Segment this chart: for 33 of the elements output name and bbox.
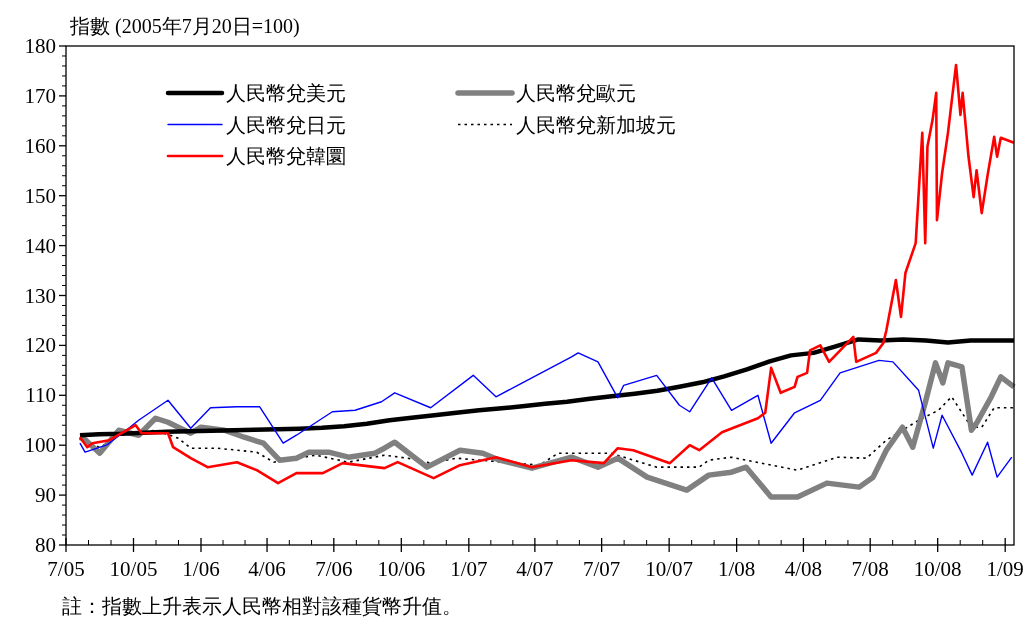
legend-label: 人民幣兌歐元 bbox=[516, 82, 636, 104]
y-tick-label: 130 bbox=[24, 283, 56, 308]
y-tick-label: 90 bbox=[35, 483, 56, 508]
text: 註：指數上升表示人民幣相對該種貨幣升值。 bbox=[62, 595, 462, 617]
x-tick-label: 1/06 bbox=[182, 557, 220, 581]
y-tick-label: 120 bbox=[24, 333, 56, 358]
x-tick-label: 1/09 bbox=[986, 557, 1024, 581]
y-tick-label: 80 bbox=[35, 533, 56, 557]
x-tick-label: 1/07 bbox=[450, 557, 488, 581]
x-tick-label: 10/07 bbox=[645, 557, 694, 581]
y-tick-label: 150 bbox=[24, 183, 56, 208]
x-tick-label: 7/05 bbox=[47, 557, 85, 581]
x-tick-label: 1/08 bbox=[717, 557, 756, 581]
x-tick-label: 10/05 bbox=[109, 557, 158, 581]
y-tick-label: 100 bbox=[24, 433, 56, 458]
x-tick-label: 4/07 bbox=[516, 557, 554, 581]
y-tick-label: 140 bbox=[24, 233, 56, 258]
legend-label: 人民幣兌新加坡元 bbox=[516, 113, 676, 136]
x-tick-label: 4/06 bbox=[248, 557, 286, 581]
y-tick-label: 170 bbox=[24, 83, 56, 108]
y-tick-label: 160 bbox=[24, 133, 56, 158]
legend-label: 人民幣兌韓圜 bbox=[226, 145, 346, 167]
x-tick-label: 10/06 bbox=[377, 557, 426, 581]
legend-label: 人民幣兌美元 bbox=[226, 82, 346, 104]
y-tick-label: 110 bbox=[25, 383, 56, 408]
x-tick-label: 7/07 bbox=[582, 557, 621, 581]
x-tick-label: 10/08 bbox=[913, 557, 962, 581]
x-tick-label: 7/08 bbox=[851, 557, 889, 581]
y-tick-label: 180 bbox=[24, 34, 56, 58]
x-tick-label: 4/08 bbox=[784, 557, 823, 581]
y-axis-title: 指數 (2005年7月20日=100) bbox=[69, 15, 300, 38]
legend-label: 人民幣兌日元 bbox=[226, 113, 346, 136]
x-tick-label: 7/06 bbox=[315, 557, 353, 581]
